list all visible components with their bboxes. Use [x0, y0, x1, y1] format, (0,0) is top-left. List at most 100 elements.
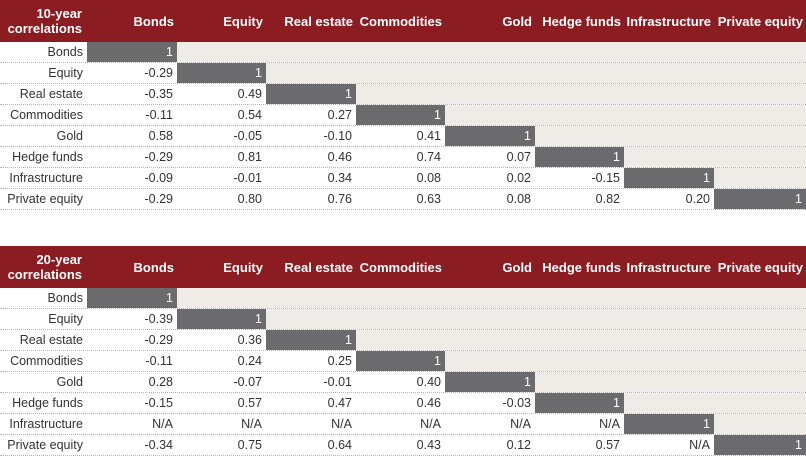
- diagonal-cell: 1: [87, 288, 177, 308]
- table-row: Real estate -0.35 0.49 1: [0, 84, 806, 105]
- diagonal-cell: 1: [535, 393, 624, 413]
- row-label-hedge-funds: Hedge funds: [0, 147, 87, 167]
- value-cell: N/A: [535, 414, 624, 434]
- diagonal-cell: 1: [87, 42, 177, 62]
- value-cell: -0.29: [87, 189, 177, 209]
- value-cell: -0.03: [445, 393, 535, 413]
- table-row: Private equity -0.34 0.75 0.64 0.43 0.12 0.57 N…: [0, 435, 806, 456]
- value-cell: 0.08: [356, 168, 445, 188]
- value-cell: -0.01: [266, 372, 356, 392]
- value-cell: 0.46: [356, 393, 445, 413]
- table-title: 10-year correlations: [7, 6, 82, 36]
- empty-cell: [714, 63, 806, 83]
- empty-cell: [535, 105, 624, 125]
- correlation-table-20-year: 20-year correlations Bonds Equity Real esta…: [0, 246, 806, 456]
- empty-cell: [445, 288, 535, 308]
- value-cell: N/A: [445, 414, 535, 434]
- empty-cell: [535, 42, 624, 62]
- empty-cell: [624, 147, 714, 167]
- value-cell: 0.49: [177, 84, 266, 104]
- column-header-private-equity: Private equity: [717, 259, 803, 275]
- row-label-private-equity: Private equity: [0, 435, 87, 455]
- column-header-real-estate: Real estate: [284, 13, 353, 29]
- value-cell: -0.39: [87, 309, 177, 329]
- row-label-gold: Gold: [0, 126, 87, 146]
- diagonal-cell: 1: [714, 435, 806, 455]
- empty-cell: [624, 309, 714, 329]
- empty-cell: [266, 288, 356, 308]
- table-row: Hedge funds -0.29 0.81 0.46 0.74 0.07 1: [0, 147, 806, 168]
- value-cell: 0.12: [445, 435, 535, 455]
- empty-cell: [714, 351, 806, 371]
- row-label-real-estate: Real estate: [0, 84, 87, 104]
- table-row: Infrastructure -0.09 -0.01 0.34 0.08 0.02 -0.1…: [0, 168, 806, 189]
- value-cell: 0.80: [177, 189, 266, 209]
- empty-cell: [266, 42, 356, 62]
- diagonal-cell: 1: [177, 309, 266, 329]
- diagonal-cell: 1: [177, 63, 266, 83]
- value-cell: 0.41: [356, 126, 445, 146]
- table-row: Gold 0.28 -0.07 -0.01 0.40 1: [0, 372, 806, 393]
- row-label-real-estate: Real estate: [0, 330, 87, 350]
- empty-cell: [445, 105, 535, 125]
- table-row: Gold 0.58 -0.05 -0.10 0.41 1: [0, 126, 806, 147]
- empty-cell: [624, 372, 714, 392]
- column-header-gold: Gold: [502, 13, 532, 29]
- row-label-hedge-funds: Hedge funds: [0, 393, 87, 413]
- value-cell: 0.36: [177, 330, 266, 350]
- row-label-infrastructure: Infrastructure: [0, 414, 87, 434]
- value-cell: 0.27: [266, 105, 356, 125]
- empty-cell: [177, 42, 266, 62]
- empty-cell: [535, 63, 624, 83]
- empty-cell: [535, 288, 624, 308]
- table-row: Private equity -0.29 0.80 0.76 0.63 0.08 0.82 0…: [0, 189, 806, 210]
- value-cell: -0.15: [87, 393, 177, 413]
- empty-cell: [714, 168, 806, 188]
- empty-cell: [624, 126, 714, 146]
- column-header-infrastructure: Infrastructure: [626, 259, 711, 275]
- empty-cell: [624, 63, 714, 83]
- empty-cell: [714, 42, 806, 62]
- correlation-table-10-year: 10-year correlations Bonds Equity Real esta…: [0, 0, 806, 210]
- column-header-bonds: Bonds: [133, 13, 174, 29]
- value-cell: 0.75: [177, 435, 266, 455]
- empty-cell: [356, 330, 445, 350]
- diagonal-cell: 1: [356, 105, 445, 125]
- table-title: 20-year correlations: [7, 252, 82, 282]
- table-row: Hedge funds -0.15 0.57 0.47 0.46 -0.03 1: [0, 393, 806, 414]
- empty-cell: [535, 84, 624, 104]
- diagonal-cell: 1: [624, 414, 714, 434]
- table-row: Commodities -0.11 0.54 0.27 1: [0, 105, 806, 126]
- column-header-commodities: Commodities: [359, 259, 442, 275]
- value-cell: N/A: [177, 414, 266, 434]
- empty-cell: [356, 63, 445, 83]
- diagonal-cell: 1: [714, 189, 806, 209]
- empty-cell: [714, 126, 806, 146]
- empty-cell: [535, 351, 624, 371]
- empty-cell: [535, 330, 624, 350]
- table-header: 20-year correlations Bonds Equity Real esta…: [0, 246, 806, 288]
- value-cell: -0.11: [87, 105, 177, 125]
- empty-cell: [624, 351, 714, 371]
- column-header-commodities: Commodities: [359, 13, 442, 29]
- row-label-infrastructure: Infrastructure: [0, 168, 87, 188]
- diagonal-cell: 1: [624, 168, 714, 188]
- value-cell: -0.07: [177, 372, 266, 392]
- empty-cell: [535, 372, 624, 392]
- empty-cell: [624, 288, 714, 308]
- value-cell: 0.34: [266, 168, 356, 188]
- value-cell: -0.34: [87, 435, 177, 455]
- row-label-commodities: Commodities: [0, 105, 87, 125]
- empty-cell: [445, 309, 535, 329]
- value-cell: -0.29: [87, 330, 177, 350]
- column-header-infrastructure: Infrastructure: [626, 13, 711, 29]
- value-cell: 0.20: [624, 189, 714, 209]
- diagonal-cell: 1: [266, 84, 356, 104]
- row-label-bonds: Bonds: [0, 42, 87, 62]
- empty-cell: [624, 84, 714, 104]
- value-cell: 0.08: [445, 189, 535, 209]
- empty-cell: [624, 105, 714, 125]
- empty-cell: [266, 309, 356, 329]
- empty-cell: [356, 288, 445, 308]
- value-cell: 0.54: [177, 105, 266, 125]
